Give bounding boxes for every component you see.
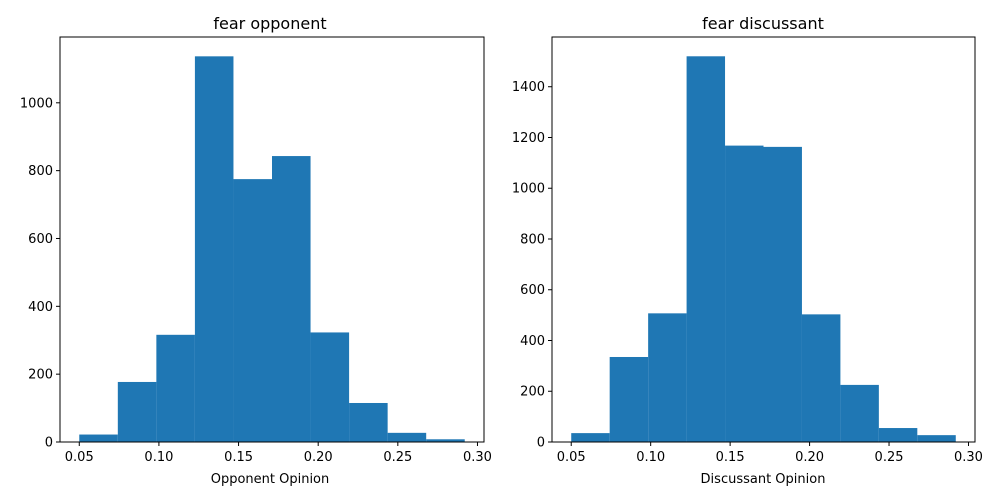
x-tick-label: 0.05	[65, 450, 94, 465]
histogram-bar	[387, 432, 427, 442]
histogram-bar	[79, 434, 118, 442]
bars	[79, 56, 465, 442]
x-tick-label: 0.30	[463, 450, 492, 465]
bars	[571, 56, 956, 443]
x-tick-label: 0.10	[144, 450, 173, 465]
x-tick-label: 0.20	[795, 450, 824, 465]
x-tick-label: 0.15	[224, 450, 253, 465]
x-tick-label: 0.30	[954, 450, 983, 465]
chart-title: fear discussant	[702, 14, 824, 33]
y-tick-label: 1400	[512, 80, 545, 95]
x-tick-label: 0.25	[383, 450, 412, 465]
axes-frame	[59, 36, 485, 443]
x-tick-label: 0.20	[304, 450, 333, 465]
y-tick-label: 600	[520, 283, 545, 298]
y-tick-label: 600	[28, 232, 53, 247]
y-tick-label: 200	[28, 368, 53, 383]
histogram-bar	[426, 439, 465, 442]
x-tick-label: 0.15	[716, 450, 745, 465]
histogram-bar	[648, 313, 687, 442]
y-tick-label: 1000	[512, 182, 545, 197]
x-tick-label: 0.10	[636, 450, 665, 465]
histogram-bar	[194, 56, 234, 442]
histogram-bar	[117, 381, 157, 442]
subplot-fear-discussant: fear discussant Discussant Opinion 0.05 0…	[512, 14, 983, 487]
x-axis: 0.05 0.10 0.15 0.20 0.25 0.30	[65, 442, 492, 465]
histogram-bar	[686, 56, 726, 442]
chart-title: fear opponent	[213, 14, 326, 33]
histogram-bar	[272, 156, 311, 442]
histogram-bar	[156, 334, 195, 442]
y-tick-label: 200	[520, 385, 545, 400]
histogram-bar	[763, 146, 802, 442]
histogram-bar	[609, 356, 649, 442]
histogram-bar	[878, 428, 918, 442]
y-axis: 0 200 400 600 800 1000	[20, 96, 60, 451]
histogram-bar	[725, 145, 764, 443]
y-tick-label: 1000	[20, 96, 53, 111]
histogram-bar	[233, 179, 272, 442]
subplot-fear-opponent: fear opponent Opponent Opinion 0.05 0.10 0…	[20, 14, 492, 487]
y-tick-label: 1200	[512, 131, 545, 146]
histogram-bar	[840, 384, 879, 442]
y-tick-label: 0	[537, 436, 545, 451]
y-axis: 0 200 400 600 800 1000 1200 1400	[512, 80, 552, 451]
histogram-bar	[801, 314, 841, 442]
y-tick-label: 400	[28, 300, 53, 315]
y-tick-label: 400	[520, 334, 545, 349]
axes-frame	[551, 36, 976, 443]
y-tick-label: 800	[520, 232, 545, 247]
x-tick-label: 0.05	[557, 450, 586, 465]
y-tick-label: 0	[45, 436, 53, 451]
x-axis-title: Opponent Opinion	[211, 472, 330, 487]
x-axis: 0.05 0.10 0.15 0.20 0.25 0.30	[557, 442, 983, 465]
histogram-bar	[917, 435, 956, 442]
histogram-bar	[571, 433, 610, 442]
histogram-bar	[349, 402, 388, 442]
x-axis-title: Discussant Opinion	[701, 472, 826, 487]
histogram-bar	[310, 332, 350, 442]
x-tick-label: 0.25	[875, 450, 904, 465]
y-tick-label: 800	[28, 164, 53, 179]
